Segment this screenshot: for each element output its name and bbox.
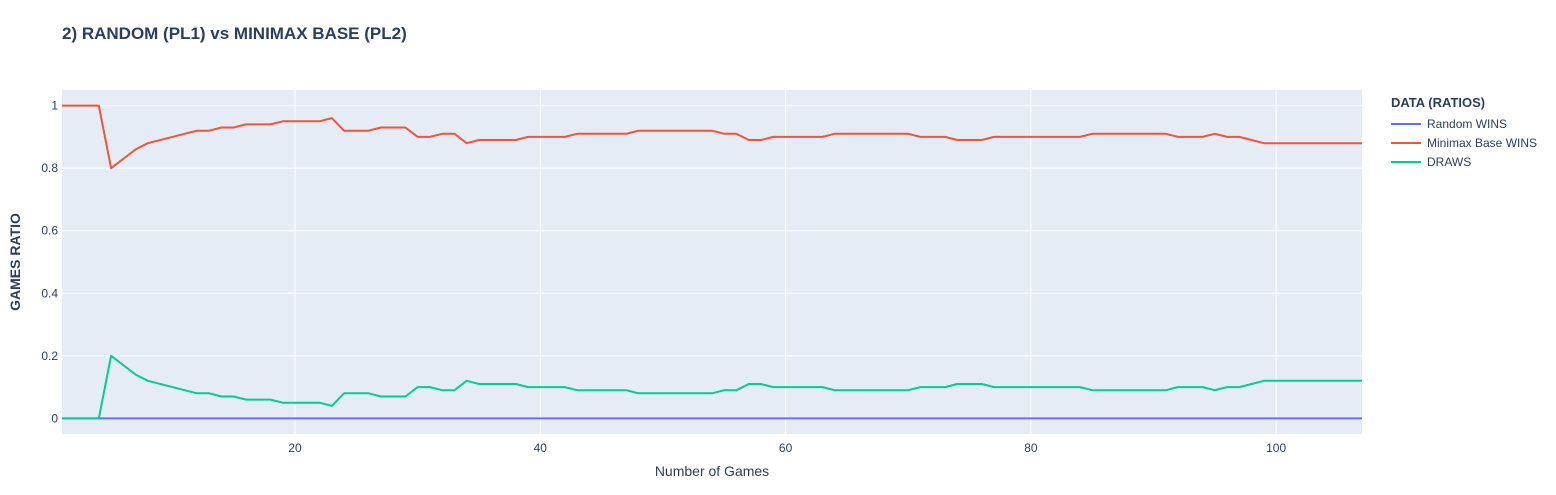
y-tick-label: 0.2 bbox=[41, 349, 58, 363]
y-tick-label: 1 bbox=[51, 99, 58, 113]
plot-area[interactable] bbox=[62, 90, 1362, 434]
x-axis-title: Number of Games bbox=[655, 463, 769, 479]
y-tick-label: 0.8 bbox=[41, 161, 58, 175]
y-tick-label: 0.6 bbox=[41, 224, 58, 238]
legend-label: DRAWS bbox=[1427, 154, 1472, 169]
legend-title: DATA (RATIOS) bbox=[1391, 95, 1486, 110]
y-tick-label: 0 bbox=[51, 411, 58, 425]
tick-labels: 0 0.2 0.4 0.6 0.8 1 20 40 60 80 100 bbox=[41, 99, 1286, 455]
y-axis-title: GAMES RATIO bbox=[7, 213, 23, 311]
series-lines bbox=[62, 104, 1362, 420]
legend-item-random-wins[interactable]: Random WINS bbox=[1391, 114, 1537, 133]
legend-swatch bbox=[1391, 141, 1421, 144]
y-tick-label: 0.4 bbox=[41, 286, 58, 300]
series-line-minimax-base-wins[interactable] bbox=[62, 104, 1362, 170]
legend-swatch bbox=[1391, 160, 1421, 163]
x-tick-label: 80 bbox=[1024, 441, 1038, 455]
legend-item-minimax-base-wins[interactable]: Minimax Base WINS bbox=[1391, 133, 1537, 152]
legend-swatch bbox=[1391, 122, 1421, 125]
legend-items: Random WINS Minimax Base WINS DRAWS bbox=[1391, 114, 1537, 171]
x-tick-label: 60 bbox=[779, 441, 793, 455]
x-tick-label: 40 bbox=[534, 441, 548, 455]
x-tick-label: 20 bbox=[288, 441, 302, 455]
legend: DATA (RATIOS) Random WINS Minimax Base WI… bbox=[1391, 95, 1537, 171]
chart-title: 2) RANDOM (PL1) vs MINIMAX BASE (PL2) bbox=[62, 24, 407, 43]
series-line-draws[interactable] bbox=[62, 354, 1362, 420]
legend-label: Random WINS bbox=[1427, 116, 1508, 131]
legend-label: Minimax Base WINS bbox=[1427, 135, 1538, 150]
legend-item-draws[interactable]: DRAWS bbox=[1391, 152, 1537, 171]
x-tick-label: 100 bbox=[1266, 441, 1286, 455]
